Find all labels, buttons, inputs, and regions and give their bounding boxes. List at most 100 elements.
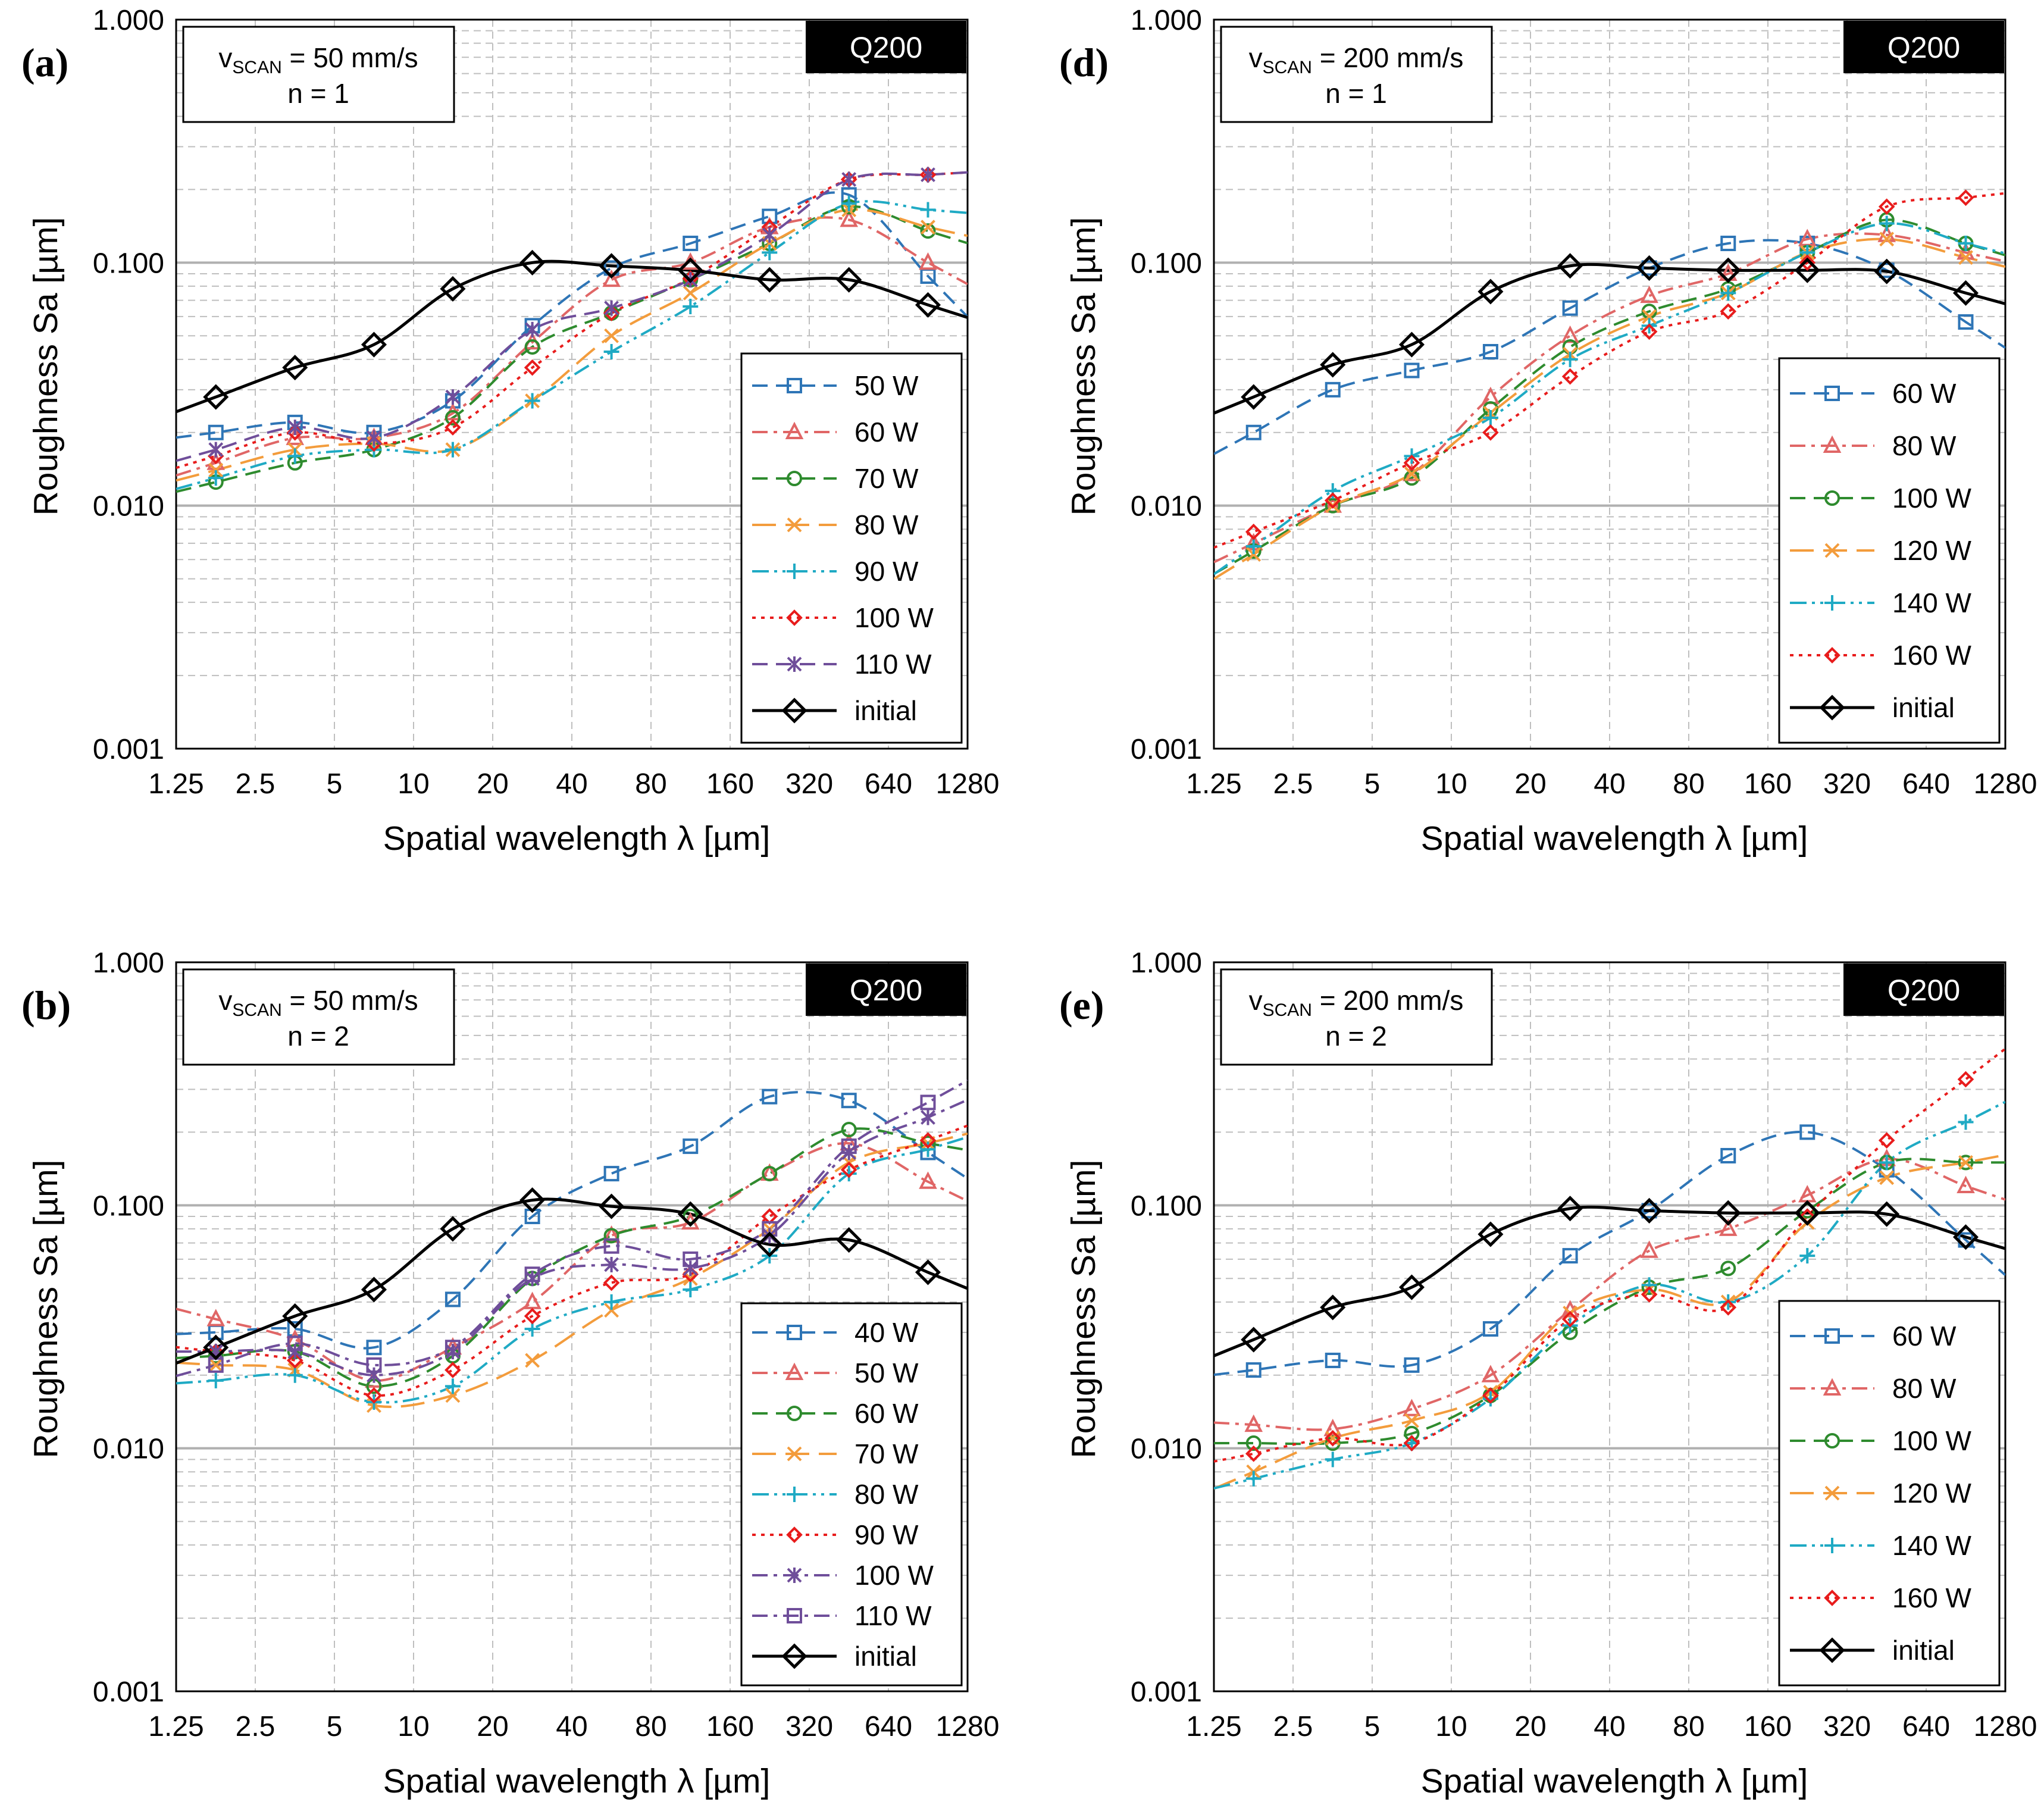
x-tick-label: 5 <box>327 768 343 800</box>
x-tick-label: 160 <box>706 768 754 800</box>
y-tick-label: 1.000 <box>93 947 164 979</box>
data-point-100-w <box>604 1257 619 1273</box>
data-point-90-w <box>920 202 936 218</box>
x-tick-label: 20 <box>1514 768 1546 800</box>
data-point-40-w <box>366 1340 382 1356</box>
panel-label: (b) <box>21 983 71 1028</box>
legend-entry: 120 W <box>1892 535 1972 566</box>
x-tick-label: 80 <box>635 1711 666 1742</box>
data-point-160-w <box>1482 424 1499 441</box>
data-point-80-w <box>683 1281 699 1297</box>
y-tick-label: 0.001 <box>1131 1676 1202 1708</box>
data-point-70-w <box>524 339 540 355</box>
data-point-50-w <box>683 236 699 252</box>
x-tick-label: 640 <box>865 1711 912 1742</box>
y-tick-label: 0.010 <box>93 1434 164 1465</box>
x-tick-label: 160 <box>1744 1711 1792 1742</box>
x-tick-label: 320 <box>1823 768 1871 800</box>
data-point-90-w <box>524 393 540 409</box>
data-point-140-w <box>1958 236 1974 252</box>
legend: 60 W 80 W 100 W 120 W 140 W 160 W initial <box>1778 357 2001 744</box>
data-point-110-w <box>921 167 935 183</box>
legend-box <box>1778 357 2001 744</box>
plot-frame <box>1213 961 2007 1692</box>
legend-box <box>1778 1300 2001 1687</box>
data-point-160-w <box>1878 1132 1895 1149</box>
x-tick-label: 2.5 <box>236 768 276 800</box>
data-point-90-w <box>603 344 619 359</box>
legend-entry: 160 W <box>1892 1582 1972 1613</box>
condition-box <box>1220 968 1493 1066</box>
x-tick-label: 320 <box>785 768 833 800</box>
legend-swatch-marker <box>781 1643 807 1669</box>
data-point-100-w <box>1325 498 1341 514</box>
data-point-90-w <box>683 299 699 315</box>
grid <box>176 962 968 1691</box>
x-tick-label: 5 <box>327 1711 343 1742</box>
pass-count-label: n = 2 <box>1325 1021 1387 1052</box>
data-point-90-w <box>287 448 303 464</box>
data-point-initial <box>677 257 703 283</box>
x-axis-label: Spatial wavelength λ [µm] <box>383 819 771 858</box>
data-point-80-w <box>1403 1399 1421 1416</box>
scan-speed-symbol: v <box>218 42 232 73</box>
y-tick-label: 0.010 <box>93 491 164 523</box>
data-point-initial <box>519 249 546 276</box>
data-point-120-w <box>1958 1155 1973 1170</box>
legend-swatch-marker <box>1824 490 1840 506</box>
y-tick-label: 1.000 <box>93 5 164 36</box>
x-tick-label: 1.25 <box>148 768 204 800</box>
x-tick-label: 20 <box>1514 1711 1546 1742</box>
data-point-initial <box>836 1227 862 1253</box>
data-point-60-w <box>1562 1248 1578 1264</box>
legend-entry: 80 W <box>854 1479 919 1510</box>
legend-swatch-marker <box>787 471 802 486</box>
data-point-initial <box>1241 1327 1267 1353</box>
y-axis-label: Roughness Sa [µm] <box>1065 217 1103 516</box>
data-point-90-w <box>524 1307 541 1325</box>
data-point-60-w <box>1879 262 1895 279</box>
x-tick-label: 640 <box>1902 768 1950 800</box>
series-line-initial <box>1214 1205 2005 1357</box>
data-point-120-w <box>1958 250 1973 265</box>
data-point-110-w <box>683 1251 699 1267</box>
condition-box <box>1220 26 1493 123</box>
data-point-50-w <box>523 1291 541 1309</box>
data-point-70-w <box>920 223 936 239</box>
x-tick-label: 20 <box>477 768 508 800</box>
data-point-110-w <box>208 442 224 458</box>
legend-swatch-marker <box>787 378 802 393</box>
data-point-110-w <box>367 430 381 446</box>
pass-count-label: n = 1 <box>1325 78 1387 109</box>
sample-badge-label: Q200 <box>1888 31 1960 64</box>
scan-speed-symbol: v <box>218 985 232 1016</box>
data-point-initial <box>1794 257 1820 283</box>
sample-badge-label: Q200 <box>850 31 922 64</box>
data-point-60-w <box>919 252 937 270</box>
legend-entry: 60 W <box>1892 1321 1957 1352</box>
panel-label: (d) <box>1059 40 1109 85</box>
scan-speed-label: vSCAN = 50 mm/s <box>218 985 418 1020</box>
x-tick-label: 20 <box>477 1711 508 1742</box>
data-point-60-w <box>1325 1352 1341 1368</box>
data-point-initial <box>1398 1274 1425 1300</box>
data-point-140-w <box>1641 1277 1657 1293</box>
data-point-initial <box>1320 352 1346 378</box>
data-point-70-w <box>604 1303 619 1318</box>
data-point-80-w <box>208 462 224 478</box>
series-line-100-w <box>176 171 968 470</box>
data-point-100-w <box>1958 1155 1974 1171</box>
data-point-110-w <box>445 389 461 405</box>
scan-speed-subscript: SCAN <box>232 58 281 77</box>
data-point-160-w <box>1245 1445 1262 1462</box>
data-point-110-w <box>445 1340 461 1356</box>
legend-swatch-marker <box>1824 595 1840 611</box>
legend-entry: 80 W <box>854 509 919 540</box>
condition-box <box>182 26 455 123</box>
data-point-70-w <box>445 409 461 426</box>
data-point-initial <box>1478 1221 1504 1247</box>
y-axis-label: Roughness Sa [µm] <box>27 1160 65 1459</box>
y-tick-label: 1.000 <box>1131 947 1202 979</box>
data-point-60-w <box>1799 1124 1816 1140</box>
legend-entry: 90 W <box>854 556 919 587</box>
